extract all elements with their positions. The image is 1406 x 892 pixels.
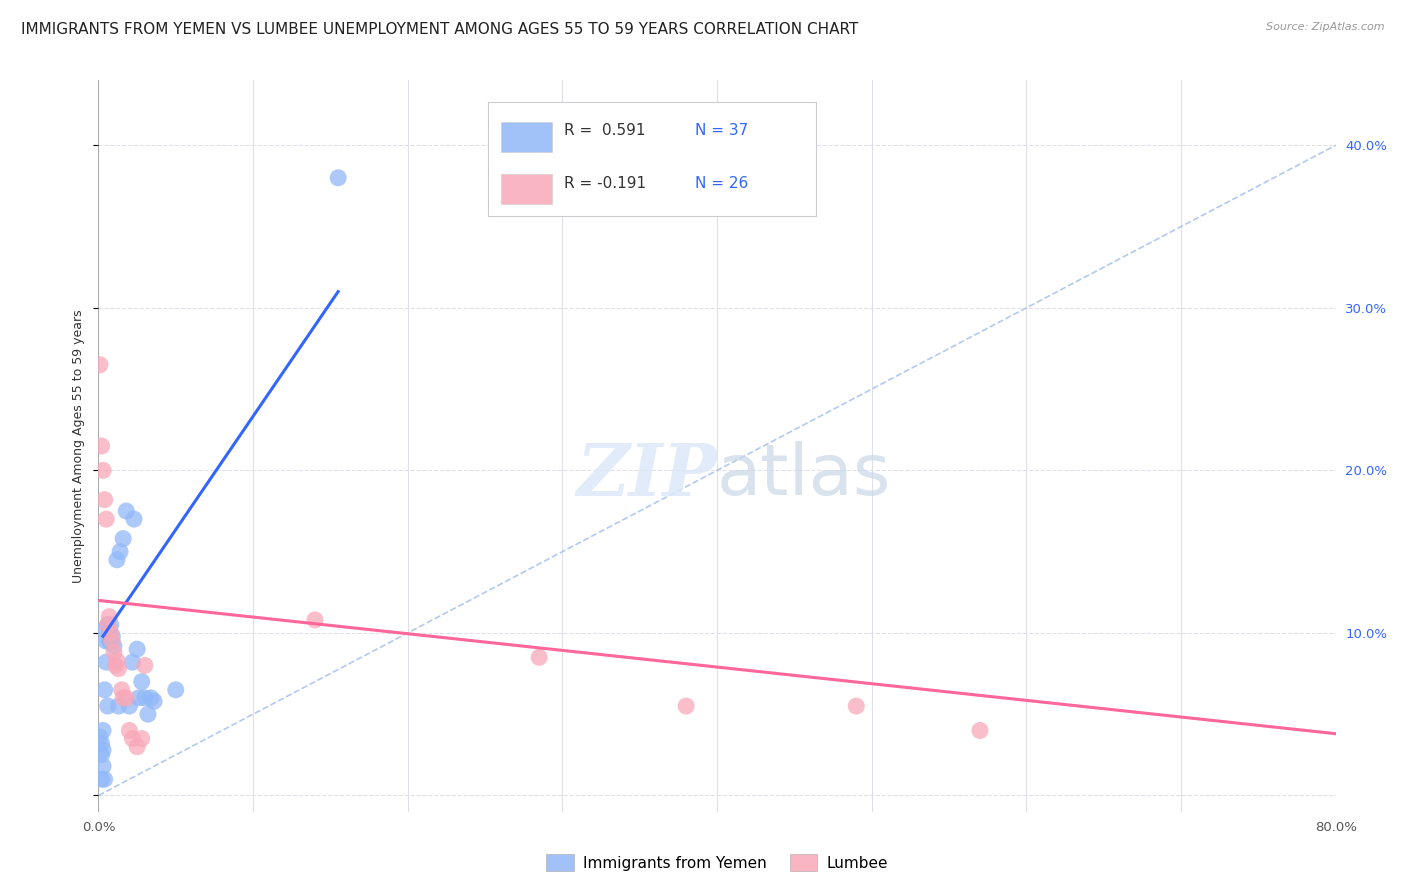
Point: [105, 553, 128, 567]
Point: [103, 639, 125, 653]
Point: [101, 634, 124, 648]
Point: [101, 629, 124, 643]
Point: [97, 699, 120, 714]
Point: [165, 682, 187, 697]
Point: [139, 690, 162, 705]
Point: [98, 626, 121, 640]
Legend: Immigrants from Yemen, Lumbee: Immigrants from Yemen, Lumbee: [540, 848, 894, 877]
Point: [118, 723, 141, 738]
Point: [105, 654, 128, 668]
Point: [93, 623, 115, 637]
Point: [93, 492, 115, 507]
Point: [121, 655, 143, 669]
Point: [96, 512, 118, 526]
Text: atlas: atlas: [717, 441, 891, 509]
Point: [93, 772, 115, 787]
Point: [91, 743, 114, 757]
Point: [97, 617, 120, 632]
Point: [118, 699, 141, 714]
Point: [91, 759, 114, 773]
Point: [131, 731, 153, 746]
Point: [112, 532, 135, 546]
Point: [969, 723, 991, 738]
Point: [131, 674, 153, 689]
Point: [112, 690, 135, 705]
Point: [103, 645, 125, 659]
Point: [115, 690, 138, 705]
Point: [127, 739, 149, 754]
Point: [96, 655, 118, 669]
Point: [100, 626, 122, 640]
Point: [98, 609, 121, 624]
Point: [121, 731, 143, 746]
Point: [96, 634, 118, 648]
Point: [122, 512, 145, 526]
Point: [91, 463, 114, 477]
Point: [108, 544, 131, 558]
Point: [326, 170, 350, 185]
Point: [111, 682, 134, 697]
Point: [143, 694, 166, 708]
Point: [134, 690, 156, 705]
Text: ZIP: ZIP: [576, 440, 717, 511]
Point: [93, 682, 115, 697]
Point: [127, 642, 149, 657]
Point: [98, 634, 121, 648]
Point: [97, 617, 120, 632]
Point: [675, 699, 697, 714]
Point: [90, 772, 112, 787]
Point: [134, 658, 156, 673]
Point: [128, 690, 150, 705]
Point: [107, 662, 129, 676]
Point: [90, 747, 112, 762]
Text: IMMIGRANTS FROM YEMEN VS LUMBEE UNEMPLOYMENT AMONG AGES 55 TO 59 YEARS CORRELATI: IMMIGRANTS FROM YEMEN VS LUMBEE UNEMPLOY…: [21, 22, 859, 37]
Text: Source: ZipAtlas.com: Source: ZipAtlas.com: [1267, 22, 1385, 32]
Point: [100, 634, 122, 648]
Point: [845, 699, 868, 714]
Point: [100, 617, 122, 632]
Point: [304, 613, 326, 627]
Y-axis label: Unemployment Among Ages 55 to 59 years: Unemployment Among Ages 55 to 59 years: [72, 310, 86, 582]
Point: [89, 358, 111, 372]
Point: [104, 658, 127, 673]
Point: [90, 736, 112, 750]
Point: [115, 504, 138, 518]
Point: [136, 707, 159, 722]
Point: [107, 699, 129, 714]
Point: [89, 730, 111, 744]
Point: [91, 723, 114, 738]
Point: [529, 650, 551, 665]
Point: [90, 439, 112, 453]
